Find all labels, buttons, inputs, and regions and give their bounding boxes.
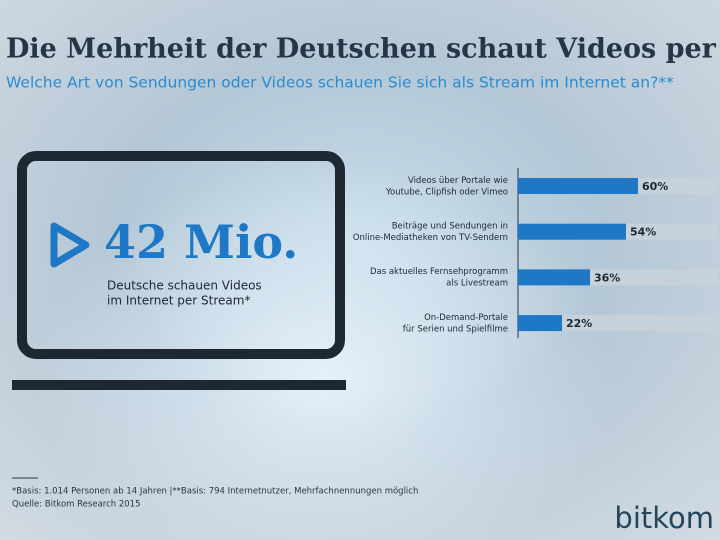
value-label: 36% bbox=[594, 271, 620, 284]
category-label: Youtube, Clipfish oder Vimeo bbox=[385, 187, 508, 197]
play-icon bbox=[50, 222, 90, 268]
highlight-value: 42 Mio. bbox=[104, 215, 298, 269]
highlight-text: im Internet per Stream* bbox=[107, 294, 250, 308]
category-label: Beiträge und Sendungen in bbox=[392, 221, 508, 231]
title: Die Mehrheit der Deutschen schaut Videos… bbox=[6, 34, 720, 65]
category-label: On-Demand-Portale bbox=[424, 313, 508, 323]
bar-track bbox=[518, 315, 718, 332]
bar bbox=[518, 178, 638, 194]
category-label: als Livestream bbox=[446, 279, 508, 289]
category-label: Das aktuelles Fernsehprogramm bbox=[370, 267, 508, 277]
category-label: für Serien und Spielfilme bbox=[403, 324, 508, 334]
source: Quelle: Bitkom Research 2015 bbox=[12, 500, 140, 510]
monitor-frame bbox=[17, 151, 345, 359]
value-label: 60% bbox=[642, 180, 668, 193]
value-label: 54% bbox=[630, 226, 656, 239]
category-label: Online-Mediatheken von TV-Sendern bbox=[353, 233, 508, 243]
bar bbox=[518, 269, 590, 286]
logo: bitkom bbox=[614, 501, 714, 535]
highlight-text: Deutsche schauen Videos bbox=[107, 279, 262, 293]
bar bbox=[518, 223, 626, 240]
subtitle: Welche Art von Sendungen oder Videos sch… bbox=[6, 74, 674, 92]
bar bbox=[518, 315, 562, 332]
footnote: *Basis: 1.014 Personen ab 14 Jahren |**B… bbox=[12, 487, 418, 497]
category-label: Videos über Portale wie bbox=[408, 176, 508, 186]
value-label: 22% bbox=[566, 317, 592, 330]
